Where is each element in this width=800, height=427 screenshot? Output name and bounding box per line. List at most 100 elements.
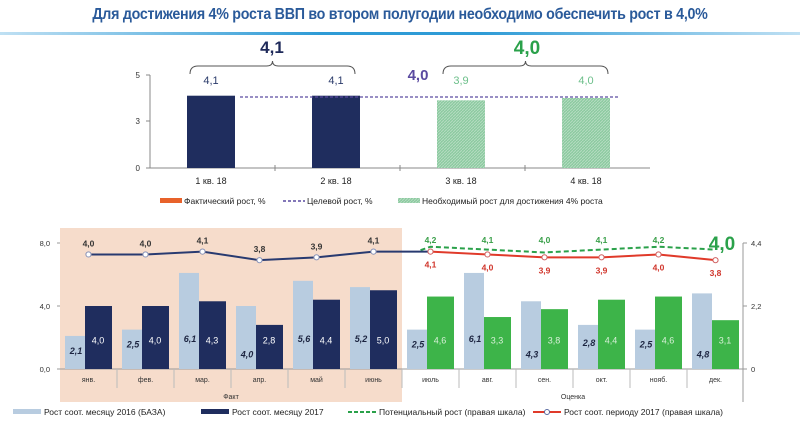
category-label: июль [422, 377, 439, 384]
top-y-tick-label: 5 [136, 71, 141, 80]
top-x-tick-label: 3 кв. 18 [445, 176, 476, 186]
cumulative-marker [541, 254, 548, 261]
cumulative-marker [370, 248, 377, 255]
top-bar-value-label: 4,1 [328, 75, 343, 87]
bar-2016-8 [464, 272, 484, 369]
potential-value-label: 4,1 [596, 235, 608, 245]
bar-2016-value-label: 2,5 [411, 340, 426, 350]
left-y-tick-label: 0,0 [40, 365, 50, 374]
top-bar-2 [312, 95, 360, 168]
cumulative-value-label: 4,0 [482, 262, 494, 272]
top-bar-4 [562, 98, 610, 168]
bar-2016-value-label: 5,2 [355, 334, 368, 344]
bar-2016-value-label: 5,6 [298, 334, 312, 344]
bar-2016-4 [236, 306, 256, 369]
cumulative-value-label: 4,1 [368, 236, 380, 246]
bar-2016-value-label: 6,1 [469, 334, 482, 344]
potential-growth-line [420, 245, 716, 254]
bar-2017-10 [598, 299, 625, 369]
bar-2017-value-label: 4,4 [605, 336, 618, 346]
second-half-target-annotation: 4,0 [709, 234, 735, 255]
bar-2017-3 [199, 301, 226, 369]
legend-label: Рост соот. месяцу 2016 (БАЗА) [44, 407, 166, 417]
bar-2017-value-label: 4,4 [320, 336, 333, 346]
bar-2016-6 [350, 287, 370, 369]
legend-label: Необходимый рост для достижения 4% роста [422, 196, 603, 206]
bar-2017-4 [256, 324, 283, 369]
cumulative-marker [712, 257, 719, 264]
potential-value-label: 4,2 [425, 235, 437, 245]
cumulative-marker [142, 251, 149, 258]
top-x-tick-label: 4 кв. 18 [570, 176, 601, 186]
legend-label: Потенциальный рост (правая шкала) [379, 407, 526, 417]
legend-label: Рост соот. месяцу 2017 [232, 407, 324, 417]
legend-label: Целевой рост, % [307, 196, 373, 206]
bar-2017-value-label: 3,1 [719, 336, 732, 346]
bar-2016-value-label: 6,1 [184, 334, 197, 344]
bar-2016-7 [407, 329, 427, 369]
bar-2016-1 [65, 335, 85, 369]
slide-title: Для достижения 4% роста ВВП во втором по… [92, 6, 708, 23]
legend-swatch [201, 409, 229, 414]
category-label: июнь [365, 377, 382, 384]
bar-2017-value-label: 4,0 [92, 336, 105, 346]
top-y-tick-label: 3 [136, 117, 141, 126]
cumulative-marker [484, 251, 491, 258]
category-label: апр. [253, 377, 267, 384]
bar-2016-2 [122, 329, 142, 369]
bar-2017-7 [427, 296, 454, 369]
top-bar-value-label: 4,0 [578, 75, 593, 87]
bar-2016-5 [293, 280, 313, 369]
cumulative-marker [256, 257, 263, 264]
bar-2017-6 [370, 290, 397, 369]
bar-2017-value-label: 4,3 [206, 336, 219, 346]
legend-label: Фактический рост, % [184, 196, 266, 206]
category-label: нояб. [650, 376, 668, 384]
legend-label: Рост соот. периоду 2017 (правая шкала) [564, 407, 723, 417]
right-y-tick-label: 0 [751, 365, 755, 374]
bar-2017-12 [712, 320, 739, 369]
top-bar-3 [437, 100, 485, 168]
cumulative-marker [655, 251, 662, 258]
cumulative-value-label: 4,0 [140, 238, 152, 248]
top-x-tick-label: 1 кв. 18 [195, 176, 226, 186]
bar-2017-value-label: 5,0 [377, 336, 390, 346]
bar-2016-value-label: 2,5 [639, 340, 654, 350]
group-label-fact: Факт [223, 394, 239, 401]
second-half-brace [442, 60, 609, 75]
right-y-tick-label: 4,4 [751, 239, 761, 248]
category-label: авг. [482, 377, 493, 384]
bar-2017-9 [541, 309, 568, 369]
bar-2016-3 [179, 272, 199, 369]
right-y-tick-label: 2,2 [751, 302, 761, 311]
top-y-tick-label: 0 [136, 164, 141, 173]
bar-2016-12 [692, 293, 712, 369]
cumulative-value-label: 4,0 [653, 262, 665, 272]
bar-2017-5 [313, 299, 340, 369]
category-label: дек. [709, 377, 722, 384]
category-label: окт. [596, 377, 607, 384]
top-x-tick-label: 2 кв. 18 [320, 176, 351, 186]
left-y-tick-label: 4,0 [40, 302, 50, 311]
bar-2016-value-label: 4,8 [696, 350, 710, 360]
bar-2016-11 [635, 329, 655, 369]
bar-2017-8 [484, 317, 511, 369]
potential-value-label: 4,1 [482, 235, 494, 245]
cumulative-marker [199, 248, 206, 255]
target-value-label: 4,0 [408, 67, 429, 84]
cumulative-value-label: 4,1 [197, 236, 209, 246]
cumulative-value-label: 3,8 [710, 268, 722, 278]
bar-2016-value-label: 2,5 [126, 340, 141, 350]
category-label: мар. [195, 377, 210, 384]
bar-2016-value-label: 2,1 [69, 346, 83, 356]
cumulative-value-label: 3,8 [254, 244, 266, 254]
category-label: янв. [82, 377, 95, 384]
bar-2017-value-label: 3,3 [491, 336, 504, 346]
cumulative-value-label: 3,9 [311, 241, 323, 251]
cumulative-value-label: 4,1 [425, 260, 437, 270]
legend-swatch [13, 409, 41, 414]
bar-2016-9 [521, 301, 541, 369]
cumulative-value-label: 4,0 [83, 238, 95, 248]
